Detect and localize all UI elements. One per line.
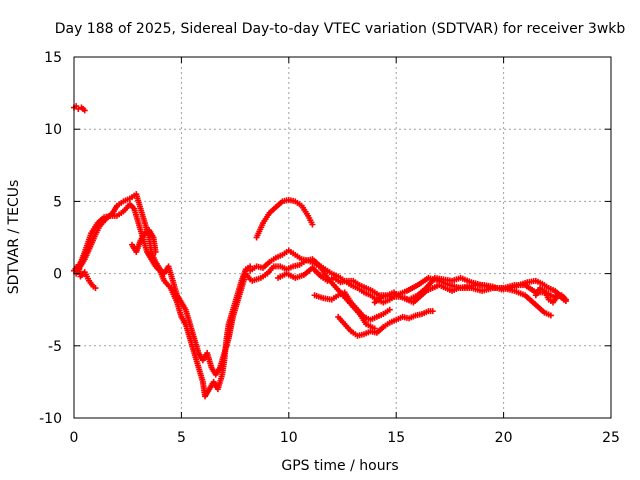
y-tick-label: 10 bbox=[44, 122, 62, 138]
series-track-b bbox=[71, 261, 99, 292]
x-tick-label: 10 bbox=[280, 430, 298, 446]
y-tick-label: -5 bbox=[48, 339, 62, 355]
data-point bbox=[81, 107, 88, 114]
y-tick-label: -10 bbox=[39, 411, 62, 427]
x-tick-label: 15 bbox=[387, 430, 405, 446]
grid-lines bbox=[74, 57, 611, 418]
y-tick-label: 5 bbox=[53, 194, 62, 210]
y-axis-label: SDTVAR / TECUs bbox=[6, 180, 22, 295]
data-point bbox=[309, 221, 316, 228]
y-tick-label: 15 bbox=[44, 50, 62, 66]
x-tick-label: 0 bbox=[70, 430, 79, 446]
series-track-e bbox=[128, 227, 159, 255]
data-point bbox=[386, 306, 393, 313]
axis-ticks: 0 5 10 15 20 25 -10 -5 0 5 10 15 bbox=[39, 50, 620, 446]
series-track-k bbox=[335, 308, 436, 339]
series-track-i bbox=[275, 264, 554, 319]
series-track-d bbox=[75, 201, 254, 400]
series-track-f bbox=[253, 196, 316, 241]
x-tick-label: 5 bbox=[177, 430, 186, 446]
plot-frame bbox=[73, 56, 612, 419]
x-axis-label: GPS time / hours bbox=[281, 458, 398, 474]
data-point bbox=[92, 285, 99, 292]
data-point bbox=[562, 296, 569, 303]
data-points bbox=[71, 103, 569, 400]
data-point bbox=[547, 312, 554, 319]
x-tick-label: 20 bbox=[495, 430, 513, 446]
chart-title: Day 188 of 2025, Sidereal Day-to-day VTE… bbox=[55, 21, 626, 37]
series-track-m bbox=[532, 285, 569, 306]
y-tick-label: 0 bbox=[53, 267, 62, 283]
data-point bbox=[152, 248, 159, 255]
series-track-j bbox=[311, 289, 393, 323]
data-point bbox=[429, 308, 436, 315]
x-tick-label: 25 bbox=[602, 430, 620, 446]
